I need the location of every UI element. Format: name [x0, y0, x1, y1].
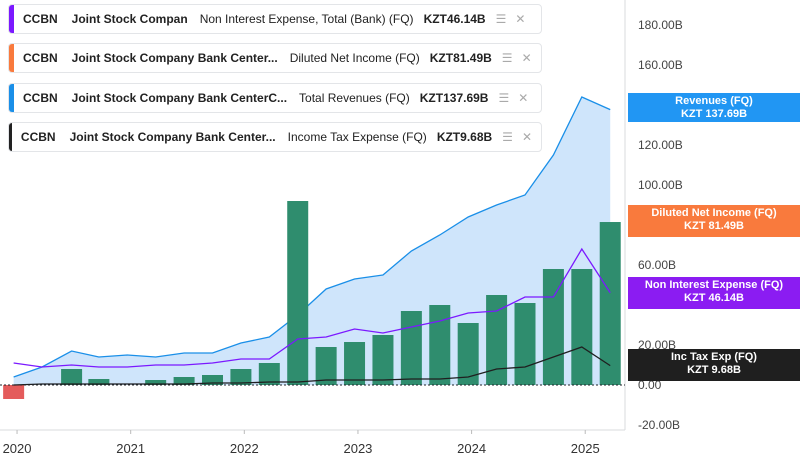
legend-company: Joint Stock Compan — [71, 12, 188, 26]
y-tick-label: 0.00 — [638, 378, 662, 392]
close-icon[interactable]: ✕ — [518, 91, 529, 105]
layers-icon[interactable]: ☰ — [495, 12, 507, 26]
x-tick-label: 2024 — [457, 441, 486, 456]
net-income-bar — [429, 305, 451, 385]
legend-company: Joint Stock Company Bank Center... — [71, 51, 278, 65]
legend-metric: Total Revenues (FQ) — [299, 91, 410, 105]
legend-value: KZT46.14B — [423, 12, 486, 26]
tag-label: Diluted Net Income (FQ) — [651, 207, 777, 219]
revenues-line — [13, 96, 611, 378]
net-income-bar — [258, 363, 280, 385]
x-axis: 2020 2021 2022 2023 2024 2025 — [3, 430, 600, 456]
legend-metric: Non Interest Expense, Total (Bank) (FQ) — [199, 12, 414, 26]
net-income-bar — [457, 323, 479, 385]
y-tick-label: 100.00B — [638, 178, 683, 192]
net-income-bar — [88, 379, 110, 385]
layers-icon[interactable]: ☰ — [498, 91, 510, 105]
tag-value: KZT 137.69B — [680, 108, 748, 120]
tag-label: Inc Tax Exp (FQ) — [671, 351, 757, 363]
layers-icon[interactable]: ☰ — [501, 51, 513, 65]
legend-row-diluted-net-income[interactable]: CCBN Joint Stock Company Bank Center... … — [8, 43, 542, 73]
net-income-bar — [287, 201, 309, 385]
net-income-bar — [372, 335, 394, 385]
tag-value: KZT 46.14B — [684, 292, 744, 304]
series-color-swatch — [9, 5, 14, 33]
price-tag-non-interest-expense: Non Interest Expense (FQ) KZT 46.14B — [628, 277, 800, 309]
revenues-area — [13, 96, 611, 385]
series-line — [13, 346, 611, 386]
x-tick-label: 2021 — [116, 441, 145, 456]
series-color-swatch — [9, 123, 12, 151]
close-icon[interactable]: ✕ — [515, 12, 526, 26]
legend-company: Joint Stock Company Bank CenterC... — [71, 91, 288, 105]
series-line — [13, 247, 611, 368]
series-color-swatch — [9, 84, 14, 112]
net-income-bar — [571, 269, 593, 385]
expense-lines — [13, 247, 611, 386]
legend-metric: Income Tax Expense (FQ) — [287, 130, 427, 144]
legend-ticker: CCBN — [23, 91, 58, 105]
y-tick-label: 120.00B — [638, 138, 683, 152]
legend-ticker: CCBN — [20, 130, 56, 144]
net-income-bar — [315, 347, 337, 385]
net-income-bar — [400, 311, 422, 385]
revenues-area-fill — [13, 97, 611, 385]
tag-label: Revenues (FQ) — [675, 95, 753, 107]
net-income-bar — [486, 295, 508, 385]
legend-ticker: CCBN — [23, 51, 58, 65]
net-income-bars — [3, 201, 621, 399]
x-tick-label: 2025 — [571, 441, 600, 456]
layers-icon[interactable]: ☰ — [502, 130, 513, 144]
tag-value: KZT 9.68B — [687, 364, 741, 376]
net-income-bar — [145, 380, 167, 385]
close-icon[interactable]: ✕ — [521, 130, 532, 144]
y-tick-label: 180.00B — [638, 18, 683, 32]
net-income-bar — [599, 222, 621, 385]
y-tick-label: 20.00B — [638, 338, 676, 352]
net-income-bar — [173, 377, 195, 385]
x-tick-label: 2023 — [343, 441, 372, 456]
x-tick-label: 2020 — [3, 441, 32, 456]
series-color-swatch — [9, 44, 14, 72]
net-income-bar — [514, 303, 536, 385]
tag-value: KZT 81.49B — [684, 220, 744, 232]
legend-value: KZT137.69B — [419, 91, 489, 105]
net-income-bar — [61, 369, 83, 385]
net-income-bar — [3, 385, 25, 399]
legend-value: KZT9.68B — [436, 130, 493, 144]
tag-label: Non Interest Expense (FQ) — [644, 279, 784, 291]
legend-row-income-tax-expense[interactable]: CCBN Joint Stock Company Bank Center... … — [8, 122, 542, 152]
net-income-bar — [202, 375, 223, 385]
price-tag-income-tax-expense: Inc Tax Exp (FQ) KZT 9.68B — [628, 349, 800, 381]
price-tag-diluted-net-income: Diluted Net Income (FQ) KZT 81.49B — [628, 205, 800, 237]
legend-value: KZT81.49B — [429, 51, 492, 65]
y-tick-label: 160.00B — [638, 58, 683, 72]
legend-metric: Diluted Net Income (FQ) — [289, 51, 420, 65]
legend-ticker: CCBN — [23, 12, 58, 26]
net-income-bar — [542, 269, 564, 385]
legend-company: Joint Stock Company Bank Center... — [69, 130, 276, 144]
x-tick-label: 2022 — [230, 441, 259, 456]
net-income-bar — [344, 342, 366, 385]
y-tick-label: -20.00B — [638, 418, 680, 432]
price-tag-revenues: Revenues (FQ) KZT 137.69B — [628, 93, 800, 122]
close-icon[interactable]: ✕ — [521, 51, 532, 65]
net-income-bar — [230, 369, 252, 385]
y-tick-label: 60.00B — [638, 258, 676, 272]
legend-row-non-interest-expense[interactable]: CCBN Joint Stock Compan Non Interest Exp… — [8, 4, 542, 34]
legend-row-total-revenues[interactable]: CCBN Joint Stock Company Bank CenterC...… — [8, 83, 542, 113]
